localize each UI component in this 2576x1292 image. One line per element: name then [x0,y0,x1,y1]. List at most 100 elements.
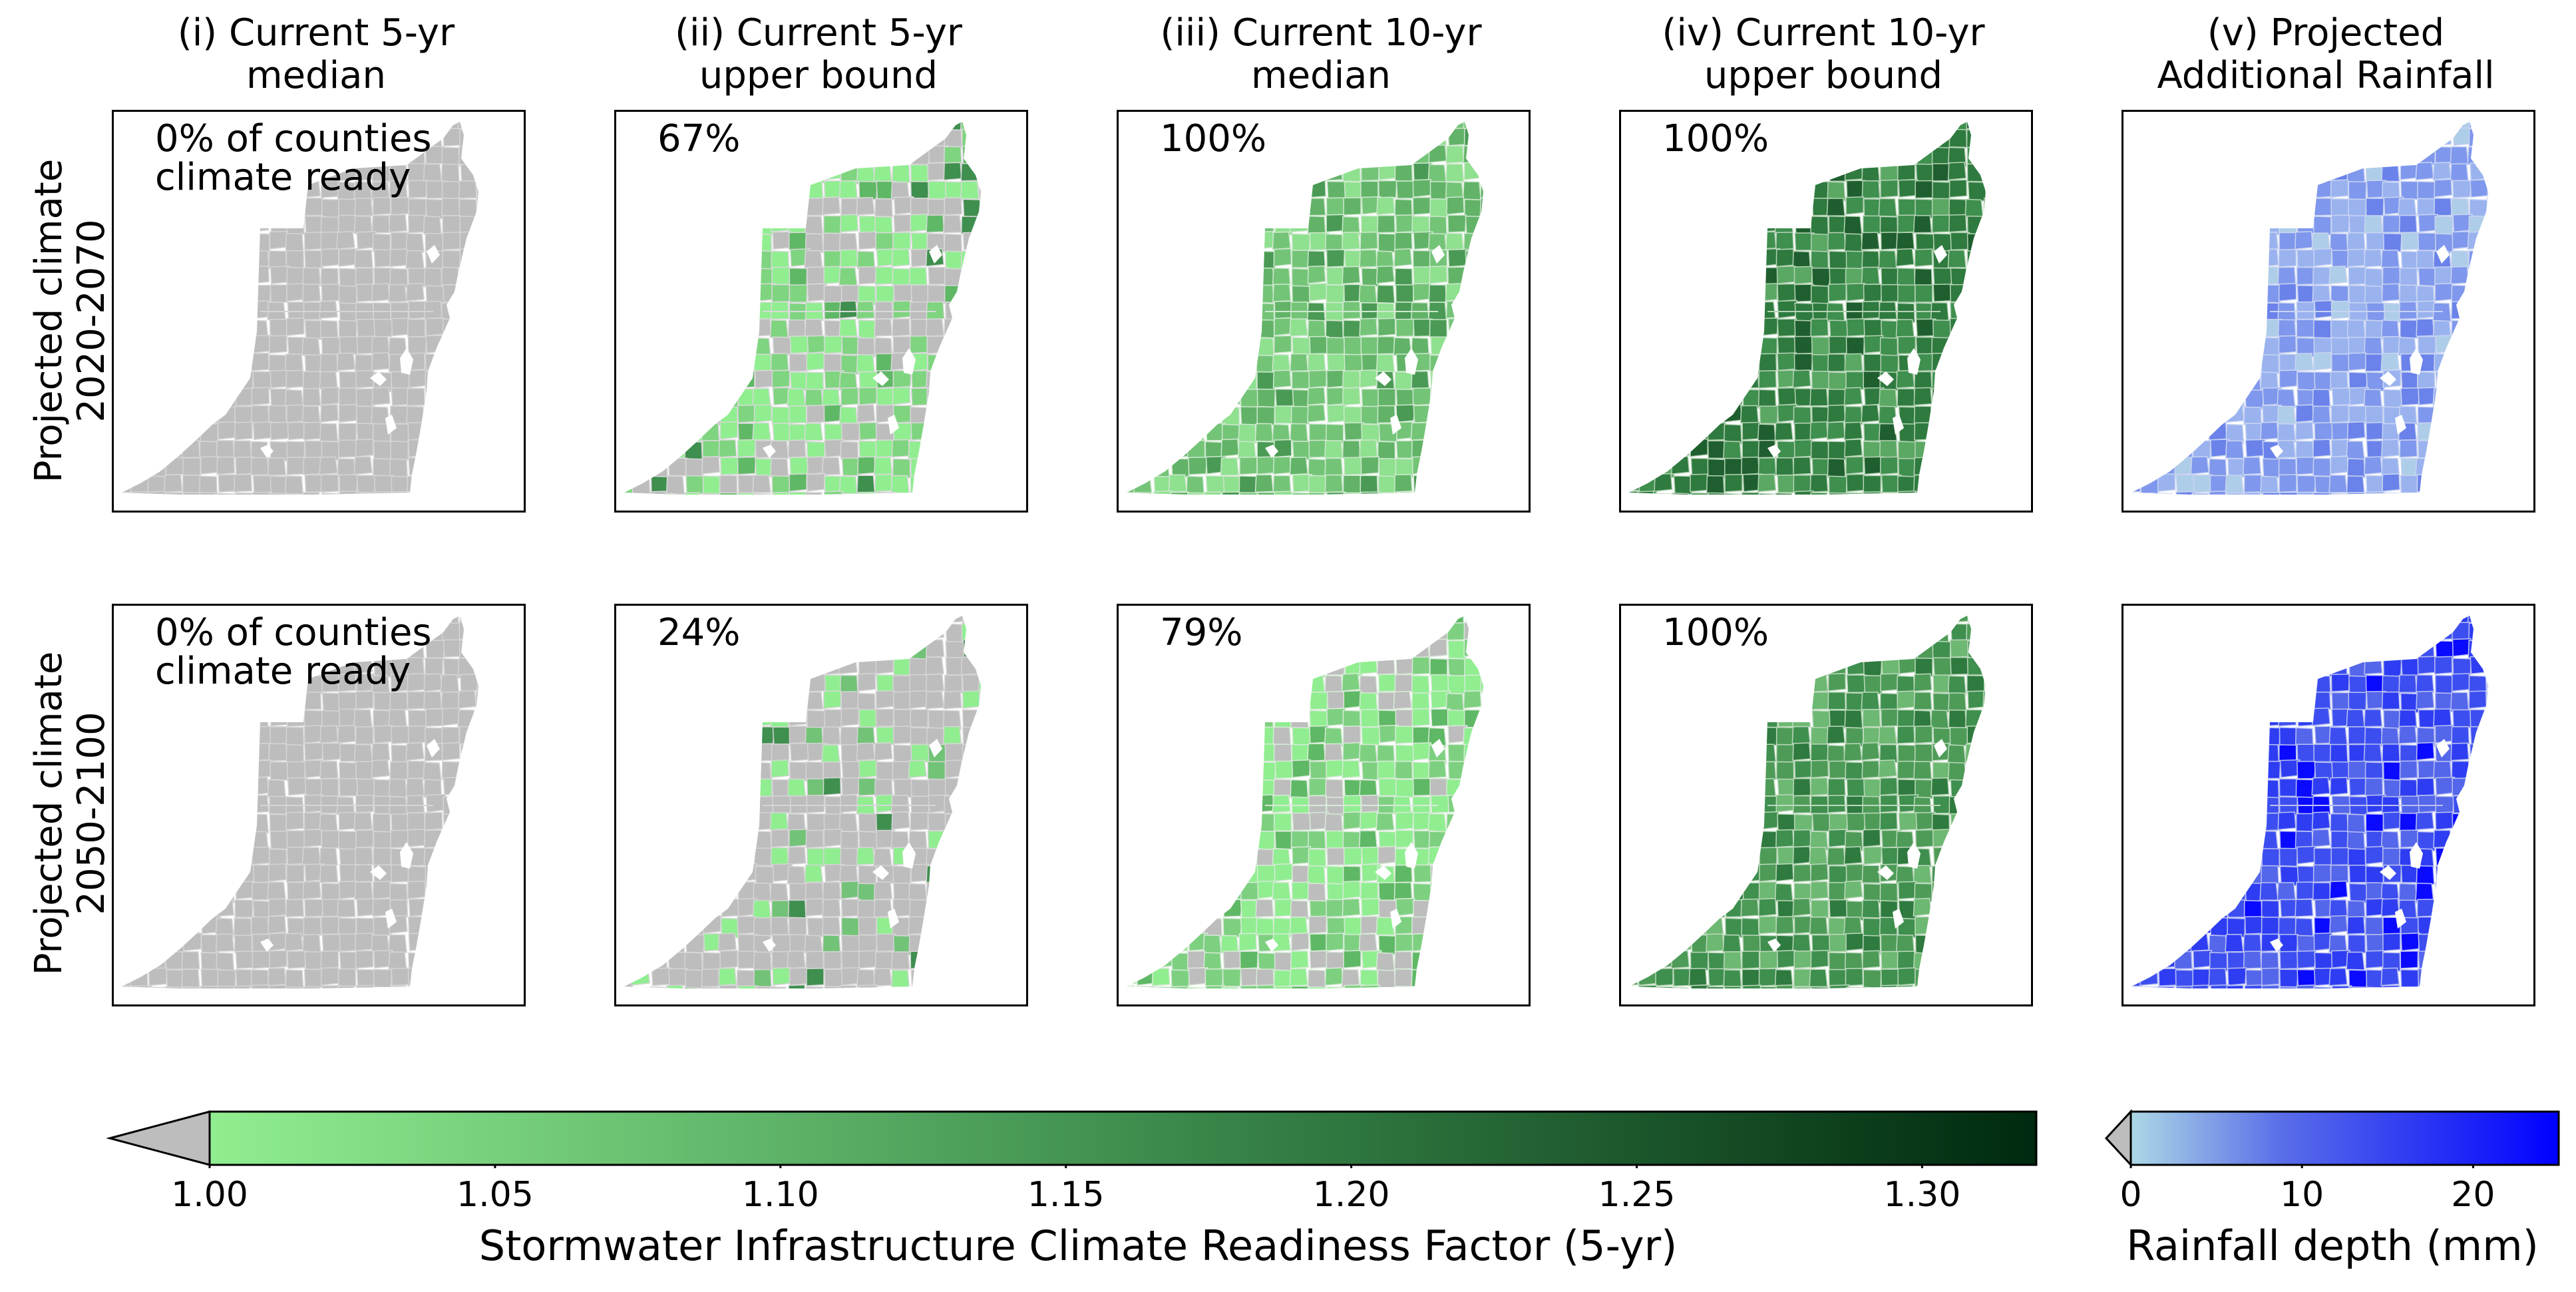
county [858,371,879,390]
county [717,881,737,900]
county [251,300,270,320]
county [1256,831,1276,851]
county [1291,492,1311,495]
county [1307,743,1326,762]
county [1480,458,1483,479]
county [634,371,654,393]
county [1429,475,1448,495]
county [1326,337,1346,357]
county [122,128,135,147]
county [1500,918,1519,937]
county [719,864,739,883]
county [2020,779,2033,796]
county [1342,475,1362,494]
county [476,969,478,988]
county [928,986,948,988]
county [251,846,270,865]
county [979,777,981,796]
county [2227,146,2246,168]
county [911,1003,930,1006]
county [1827,672,1847,692]
county [737,248,757,268]
county [319,300,338,320]
county [1638,352,1658,371]
county [122,813,133,833]
county [909,986,928,988]
county [460,795,478,815]
county [1127,371,1136,390]
county [122,692,135,711]
county [1237,795,1257,815]
county [1964,744,1984,762]
county [928,1004,948,1006]
county [1913,126,1932,146]
county [2312,389,2331,409]
county [460,847,478,866]
county-map [2131,122,2488,495]
county [1793,198,1813,220]
county [2018,762,2033,781]
county [269,318,289,337]
county [2398,301,2418,320]
county [804,318,824,337]
county [789,473,808,493]
county [164,492,184,495]
county [1984,146,1986,166]
county [2227,318,2248,337]
county [2020,510,2033,513]
county [1654,674,1673,693]
county [944,777,964,797]
county [1291,162,1310,182]
county [667,302,688,321]
county [945,421,966,441]
county [1012,491,1028,509]
county [2175,284,2193,304]
county [1967,761,1986,779]
county [251,352,270,371]
county [511,268,526,288]
county [631,318,650,337]
county [2244,248,2264,267]
water-body [929,245,942,264]
county [1915,779,1933,799]
county [787,984,807,988]
county [634,178,653,198]
county [1741,492,1760,495]
county [1950,473,1971,493]
county [737,492,757,495]
county [962,674,981,693]
county [873,968,892,986]
county [1827,794,1846,813]
county [372,813,391,833]
county [624,865,634,886]
county [1932,181,1950,202]
county [1186,475,1205,495]
county [1947,744,1966,765]
county [960,656,980,676]
county [474,691,478,710]
county [183,813,203,834]
county [1290,932,1310,952]
county [441,863,460,883]
county [1515,866,1531,885]
county [1637,122,1656,132]
county [1742,440,1761,459]
county [702,725,722,744]
county [1307,197,1326,216]
county [1463,883,1482,904]
county [1629,421,1638,441]
county [1135,917,1155,939]
county [1967,283,1986,302]
county [2487,163,2488,183]
county [1012,761,1028,779]
county [2175,216,2195,236]
water-body [929,739,942,757]
county [1256,214,1275,234]
county [980,865,981,883]
county [1482,1002,1499,1006]
county [423,300,443,320]
county [1913,673,1932,692]
county [1656,657,1676,676]
county [1724,248,1743,267]
county [1378,318,1396,337]
